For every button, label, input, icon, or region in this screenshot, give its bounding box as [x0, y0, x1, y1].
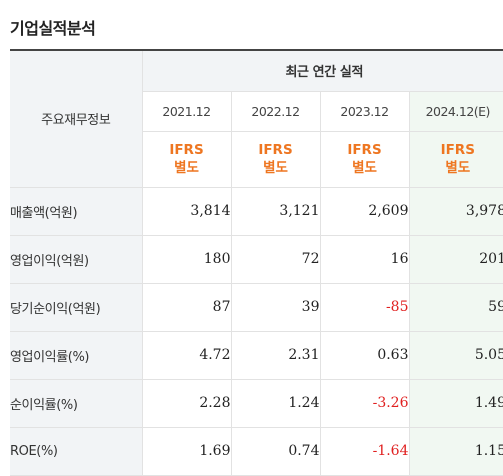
- table-row-net-margin: 순이익률(%) 2.28 1.24 -3.26 1.49: [10, 379, 503, 428]
- table-cell: 16: [320, 235, 410, 284]
- table-cell: 3,121: [231, 187, 321, 236]
- row-label: 순이익률(%): [10, 379, 143, 428]
- table-cell: 0.74: [231, 427, 321, 476]
- row-label: 영업이익률(%): [10, 331, 143, 380]
- year-row: 2021.12 2022.12 2023.12 2024.12(E): [10, 91, 503, 132]
- table-cell: 180: [142, 235, 232, 284]
- table-cell: 201: [409, 235, 503, 284]
- basis-standard: IFRS: [258, 142, 293, 158]
- basis-standard: IFRS: [440, 142, 475, 158]
- table-cell: 1.69: [142, 427, 232, 476]
- basis-type: 별도: [445, 160, 471, 176]
- financial-table: 주요재무정보 최근 연간 실적 2021.12 2022.12 2023.12 …: [10, 49, 503, 476]
- year-2024-estimate: 2024.12(E): [409, 91, 503, 132]
- table-cell: 1.15: [409, 427, 503, 476]
- basis-standard: IFRS: [347, 142, 382, 158]
- table-row-operating-profit: 영업이익(억원) 180 72 16 201: [10, 235, 503, 284]
- table-cell: 87: [142, 283, 232, 332]
- table-row-roe: ROE(%) 1.69 0.74 -1.64 1.15: [10, 427, 503, 476]
- table-cell: 2.31: [231, 331, 321, 380]
- row-label: 영업이익(억원): [10, 235, 143, 284]
- table-row-operating-margin: 영업이익률(%) 4.72 2.31 0.63 5.05: [10, 331, 503, 380]
- row-label: 매출액(억원): [10, 187, 143, 236]
- table-cell: 1.24: [231, 379, 321, 428]
- table-cell: 39: [231, 283, 321, 332]
- year-2023: 2023.12: [320, 91, 410, 132]
- table-header-row: 주요재무정보 최근 연간 실적: [10, 49, 503, 188]
- table-cell: 0.63: [320, 331, 410, 380]
- table-cell: 3,814: [142, 187, 232, 236]
- table-cell-negative: -1.64: [320, 427, 410, 476]
- basis-2024: IFRS 별도: [409, 131, 503, 188]
- table-cell: 1.49: [409, 379, 503, 428]
- table-row-net-income: 당기순이익(억원) 87 39 -85 59: [10, 283, 503, 332]
- year-2021: 2021.12: [142, 91, 232, 132]
- header-label: 주요재무정보: [10, 49, 143, 188]
- table-cell-negative: -3.26: [320, 379, 410, 428]
- table-cell-negative: -85: [320, 283, 410, 332]
- basis-type: 별도: [174, 160, 199, 176]
- basis-2022: IFRS 별도: [231, 131, 321, 188]
- table-cell: 2,609: [320, 187, 410, 236]
- row-label: 당기순이익(억원): [10, 283, 143, 332]
- basis-2021: IFRS 별도: [142, 131, 232, 188]
- table-cell: 72: [231, 235, 321, 284]
- basis-2023: IFRS 별도: [320, 131, 410, 188]
- table-cell: 59: [409, 283, 503, 332]
- table-cell: 3,978: [409, 187, 503, 236]
- basis-type: 별도: [263, 160, 288, 176]
- basis-standard: IFRS: [169, 142, 204, 158]
- table-cell: 5.05: [409, 331, 503, 380]
- table-cell: 4.72: [142, 331, 232, 380]
- group-label: 최근 연간 실적: [142, 49, 503, 92]
- year-2022: 2022.12: [231, 91, 321, 132]
- table-cell: 2.28: [142, 379, 232, 428]
- section-title: 기업실적분석: [10, 19, 96, 38]
- table-row-revenue: 매출액(억원) 3,814 3,121 2,609 3,978: [10, 187, 503, 236]
- basis-type: 별도: [352, 160, 377, 176]
- basis-row: IFRS 별도 IFRS 별도 IFRS 별도 IFRS 별도: [10, 131, 503, 188]
- row-label: ROE(%): [10, 427, 143, 476]
